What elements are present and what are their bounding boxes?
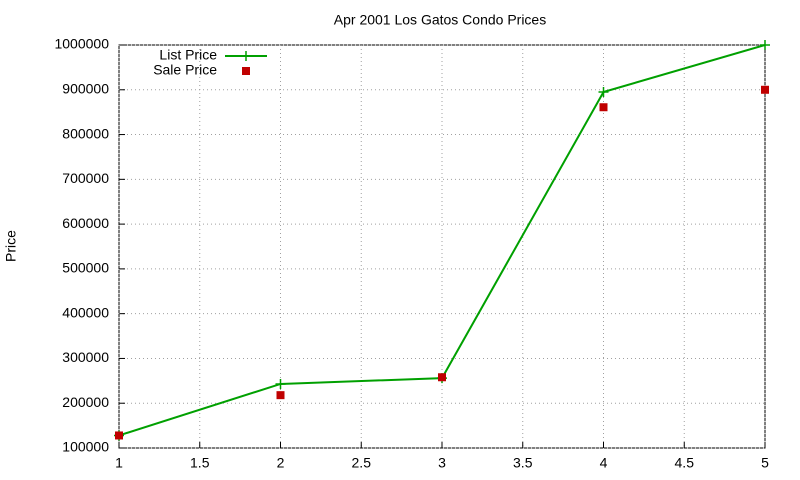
x-tick-label: 2.5 — [352, 455, 372, 471]
y-tick-label: 300000 — [62, 349, 109, 365]
data-point — [276, 391, 285, 400]
y-tick-label: 1000000 — [54, 36, 109, 52]
data-point — [760, 40, 770, 50]
y-tick-label: 800000 — [62, 125, 109, 141]
x-tick-label: 4.5 — [675, 455, 695, 471]
data-point — [598, 87, 609, 98]
x-tick-label: 3 — [438, 455, 446, 471]
data-point — [275, 378, 286, 389]
x-tick-label: 3.5 — [513, 455, 533, 471]
y-tick-label: 400000 — [62, 304, 109, 320]
y-tick-label: 700000 — [62, 170, 109, 186]
x-tick-label: 1.5 — [190, 455, 210, 471]
legend-label: Sale Price — [153, 62, 217, 78]
data-point — [599, 103, 608, 112]
y-tick-label: 500000 — [62, 260, 109, 276]
data-point — [761, 85, 769, 94]
chart-title: Apr 2001 Los Gatos Condo Prices — [334, 12, 546, 28]
y-tick-label: 100000 — [62, 439, 109, 455]
x-tick-label: 5 — [761, 455, 769, 471]
data-point — [438, 373, 446, 382]
x-tick-label: 1 — [115, 455, 123, 471]
y-tick-label: 200000 — [62, 394, 109, 410]
y-axis-label: Price — [3, 230, 19, 262]
x-tick-label: 4 — [600, 455, 608, 471]
legend-marker — [241, 51, 251, 61]
data-point — [115, 431, 123, 440]
y-tick-label: 600000 — [62, 215, 109, 231]
legend-marker — [242, 67, 250, 75]
legend-label: List Price — [159, 47, 217, 63]
x-tick-label: 2 — [277, 455, 285, 471]
y-tick-label: 900000 — [62, 80, 109, 96]
